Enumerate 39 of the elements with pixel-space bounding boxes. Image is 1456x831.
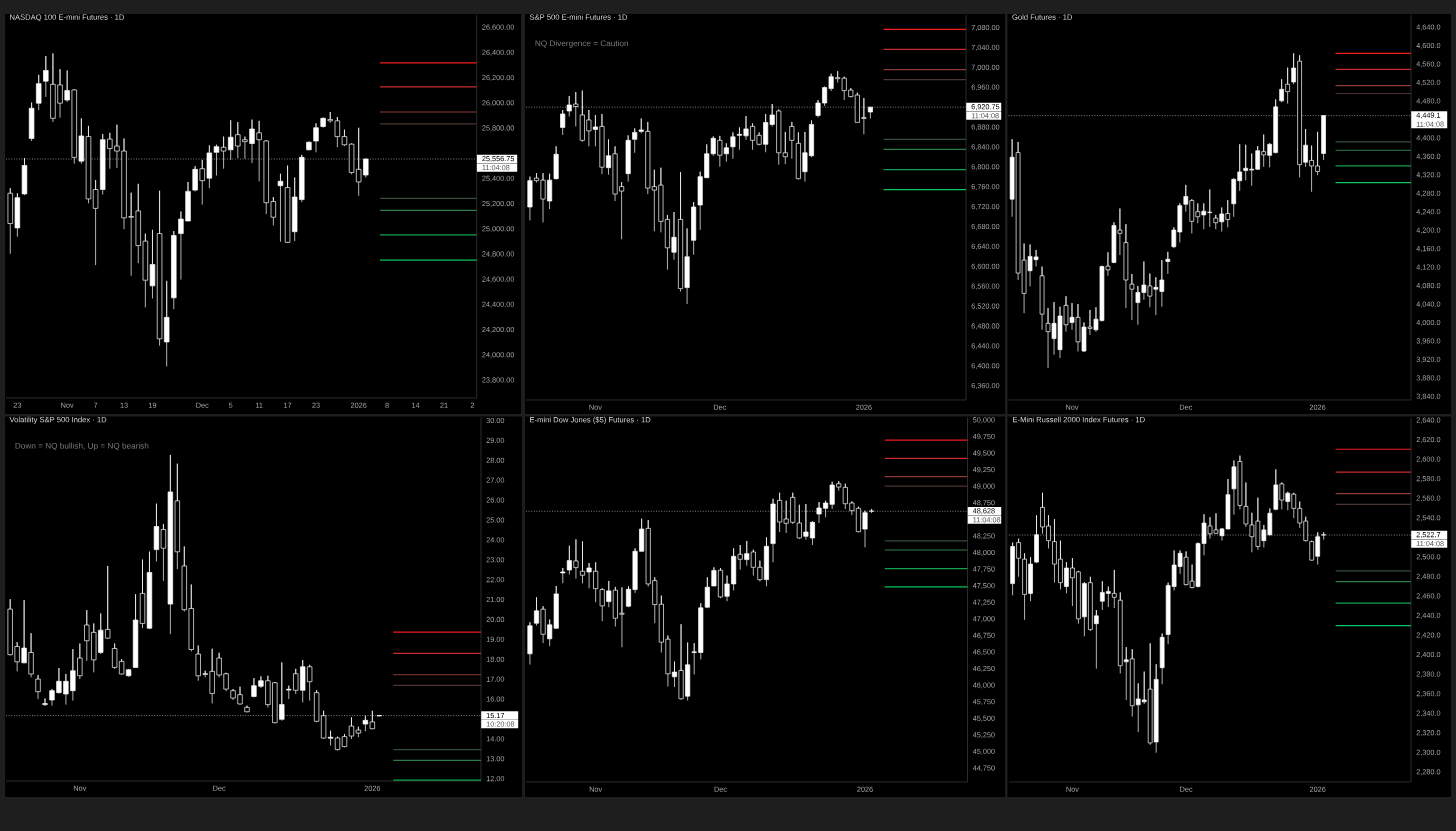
candlestick	[730, 132, 736, 160]
candlestick	[1321, 531, 1326, 540]
candlestick	[789, 121, 795, 160]
candlestick	[560, 109, 566, 136]
candlestick	[35, 674, 41, 700]
candlestick	[869, 508, 875, 514]
candlestick	[244, 705, 250, 713]
candlestick	[625, 135, 631, 182]
candlestick	[553, 145, 559, 180]
candlestick	[1165, 251, 1171, 275]
candlestick	[43, 55, 49, 98]
candlestick	[213, 144, 220, 176]
candlestick	[21, 157, 28, 196]
candlestick	[42, 698, 48, 707]
candlestick	[527, 621, 533, 665]
candlestick	[171, 230, 177, 310]
candlestick	[1034, 514, 1039, 564]
candlestick	[560, 567, 566, 584]
candlestick	[376, 714, 382, 717]
candlestick	[1159, 633, 1165, 685]
candlestick	[704, 576, 710, 609]
candlestick	[28, 102, 35, 142]
annotation: Down = NQ bullish, Up = NQ bearish	[15, 442, 149, 451]
candlestick	[132, 593, 139, 669]
candlestick	[277, 173, 284, 243]
candlestick	[139, 559, 146, 629]
candlestick	[1123, 223, 1129, 309]
candlestick	[1129, 273, 1135, 321]
annotation: NQ Divergence = Caution	[535, 40, 629, 48]
candlestick	[36, 74, 42, 111]
candlestick	[341, 733, 348, 748]
candlestick	[691, 201, 697, 256]
candlestick	[1321, 115, 1326, 161]
candlestick	[313, 122, 319, 153]
candlestick	[306, 141, 312, 151]
candlestick	[1039, 266, 1045, 331]
candlestick	[632, 128, 638, 154]
candlestick	[146, 551, 153, 630]
candlestick	[867, 106, 873, 119]
